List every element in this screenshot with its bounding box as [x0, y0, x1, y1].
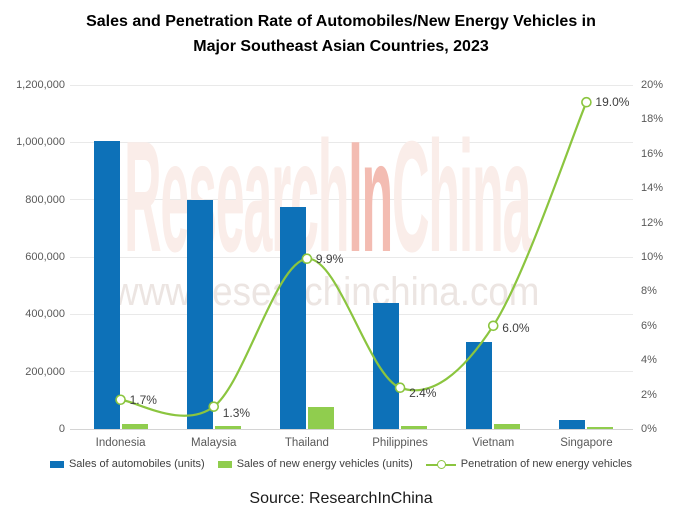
legend-item-penetration: Penetration of new energy vehicles [425, 458, 633, 470]
bar-sales-automobiles [279, 206, 306, 429]
legend-swatch-nev [217, 460, 232, 468]
source-text: Source: ResearchInChina [249, 490, 433, 507]
data-point-label: 1.3% [222, 405, 251, 420]
y-axis-right-tick-label: 4% [641, 354, 657, 367]
y-axis-right-tick-label: 20% [641, 79, 664, 91]
bar-sales-automobiles [186, 199, 213, 429]
watermark-part1: Research [124, 109, 350, 285]
y-axis-right-tick-label: 18% [641, 113, 664, 126]
legend-line-marker-icon [425, 459, 456, 469]
y-axis-left-tick-label: 600,000 [25, 251, 65, 263]
bar-sales-new-energy-vehicles [401, 426, 428, 429]
data-point-label: 2.4% [409, 385, 437, 400]
watermark-url: www.researchinchina.com [112, 270, 540, 314]
y-axis-left-tick-label: 1,200,000 [16, 79, 65, 91]
legend-swatch-automobiles [49, 460, 64, 468]
y-axis-right-tick-label: 6% [641, 319, 657, 332]
bar-sales-automobiles [93, 140, 120, 429]
bar-sales-new-energy-vehicles [587, 427, 614, 429]
watermark-part3: China [391, 109, 532, 285]
x-axis-category-label: Vietnam [472, 437, 515, 449]
y-axis-left-tick-label: 1,000,000 [16, 136, 65, 149]
data-point-label: 1.7% [129, 392, 157, 407]
x-axis-category-label: Philippines [372, 437, 428, 449]
y-axis-left-tick-label: 400,000 [25, 308, 65, 321]
legend-label-penetration: Penetration of new energy vehicles [460, 458, 633, 470]
x-axis-category-label: Thailand [284, 437, 329, 449]
legend-item-nev: Sales of new energy vehicles (units) [217, 458, 413, 470]
y-axis-right-tick-label: 0% [641, 423, 657, 435]
bar-sales-new-energy-vehicles [121, 424, 148, 429]
data-point-label: 9.9% [315, 251, 344, 266]
chart-title-line2: Major Southeast Asian Countries, 2023 [193, 38, 489, 55]
legend-item-automobiles: Sales of automobiles (units) [49, 458, 205, 470]
legend: Sales of automobiles (units) Sales of ne… [0, 455, 682, 473]
y-axis-right-tick-label: 10% [641, 251, 664, 263]
gridline [70, 84, 633, 86]
data-point-label: 19.0% [595, 95, 630, 110]
y-axis-right-tick-label: 16% [641, 147, 664, 160]
x-axis-category-label: Singapore [560, 437, 613, 449]
bar-sales-automobiles [559, 419, 586, 429]
y-axis-right-tick-label: 14% [641, 182, 664, 195]
bar-sales-new-energy-vehicles [307, 407, 334, 429]
bar-sales-new-energy-vehicles [214, 426, 241, 429]
x-axis-category-label: Malaysia [191, 437, 237, 449]
y-axis-left-tick-label: 0 [58, 423, 65, 435]
y-axis-right-tick-label: 8% [641, 285, 657, 298]
bar-sales-new-energy-vehicles [494, 423, 521, 429]
bar-sales-automobiles [466, 342, 493, 429]
legend-label-nev: Sales of new energy vehicles (units) [236, 458, 413, 470]
y-axis-right-tick-label: 2% [641, 388, 657, 401]
gridline [70, 371, 633, 373]
chart-title-line1: Sales and Penetration Rate of Automobile… [86, 13, 596, 30]
y-axis-left-tick-label: 200,000 [25, 365, 65, 378]
line-marker [581, 96, 592, 108]
line-marker [487, 320, 499, 332]
chart-title: Sales and Penetration Rate of Automobile… [0, 9, 682, 59]
data-point-label: 6.0% [502, 320, 530, 335]
x-axis-category-label: Indonesia [95, 437, 146, 449]
legend-circle-icon [436, 459, 446, 469]
bar-sales-automobiles [373, 302, 400, 429]
gridline [70, 428, 633, 430]
y-axis-right-tick-label: 12% [641, 216, 664, 229]
legend-label-automobiles: Sales of automobiles (units) [68, 458, 205, 470]
y-axis-left-tick-label: 800,000 [25, 193, 65, 206]
watermark-part2: In [348, 109, 393, 285]
